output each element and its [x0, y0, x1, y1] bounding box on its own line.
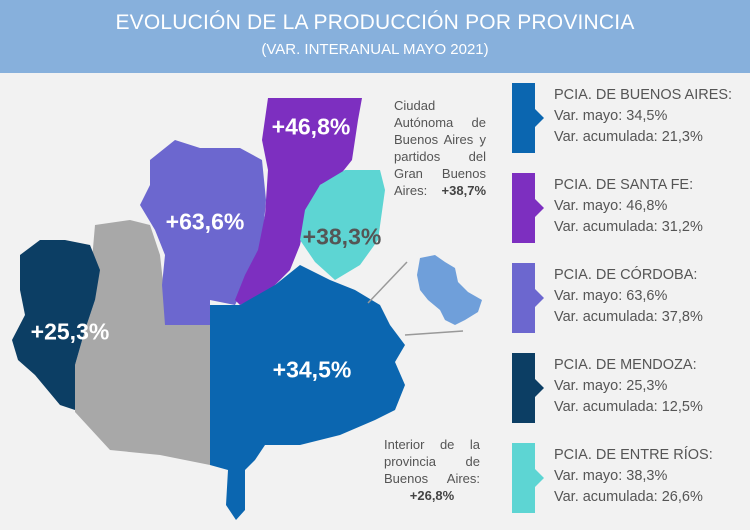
- note-interior: Interior de la provincia de Buenos Aires…: [384, 436, 480, 504]
- inset-caba-gba: [417, 255, 482, 325]
- legend-var-mayo: Var. mayo: 25,3%: [554, 378, 668, 394]
- legend-color-bar: [512, 83, 544, 153]
- header-banner: EVOLUCIÓN DE LA PRODUCCIÓN POR PROVINCIA…: [0, 0, 750, 73]
- legend-item: PCIA. DE CÓRDOBA: Var. mayo: 63,6% Var. …: [512, 263, 747, 333]
- legend-text: PCIA. DE CÓRDOBA: Var. mayo: 63,6% Var. …: [554, 265, 703, 328]
- legend-item: PCIA. DE MENDOZA: Var. mayo: 25,3% Var. …: [512, 353, 747, 423]
- legend-province-name: PCIA. DE SANTA FE:: [554, 177, 694, 193]
- note-caba-text: Ciudad Autónoma de Buenos Aires y partid…: [394, 98, 486, 198]
- legend-province-name: PCIA. DE BUENOS AIRES:: [554, 87, 733, 103]
- legend-color-bar: [512, 263, 544, 333]
- region-mendoza: [12, 240, 100, 410]
- legend-var-mayo: Var. mayo: 63,6%: [554, 288, 668, 304]
- legend-text: PCIA. DE ENTRE RÍOS: Var. mayo: 38,3% Va…: [554, 445, 713, 508]
- legend-province-name: PCIA. DE CÓRDOBA:: [554, 267, 698, 283]
- label-mendoza: +25,3%: [30, 318, 110, 345]
- legend-color-bar: [512, 173, 544, 243]
- note-caba: Ciudad Autónoma de Buenos Aires y partid…: [394, 97, 486, 199]
- legend-var-acumulada: Var. acumulada: 12,5%: [554, 399, 703, 415]
- note-interior-value: +26,8%: [409, 488, 455, 503]
- legend-var-mayo: Var. mayo: 46,8%: [554, 198, 668, 214]
- legend-province-name: PCIA. DE MENDOZA:: [554, 357, 697, 373]
- page-title: EVOLUCIÓN DE LA PRODUCCIÓN POR PROVINCIA: [115, 11, 635, 34]
- legend-var-acumulada: Var. acumulada: 31,2%: [554, 219, 703, 235]
- inset-connector-line: [404, 330, 464, 336]
- label-cordoba: +63,6%: [165, 208, 245, 235]
- legend-var-acumulada: Var. acumulada: 21,3%: [554, 129, 703, 145]
- legend-var-mayo: Var. mayo: 38,3%: [554, 468, 668, 484]
- legend-var-mayo: Var. mayo: 34,5%: [554, 108, 668, 124]
- label-santa-fe: +46,8%: [271, 113, 351, 140]
- legend-item: PCIA. DE ENTRE RÍOS: Var. mayo: 38,3% Va…: [512, 443, 747, 513]
- region-cordoba: [140, 140, 266, 325]
- legend-text: PCIA. DE SANTA FE: Var. mayo: 46,8% Var.…: [554, 175, 703, 238]
- legend-color-bar: [512, 353, 544, 423]
- region-san-luis-la-pampa: [75, 220, 210, 465]
- legend-province-name: PCIA. DE ENTRE RÍOS:: [554, 447, 713, 463]
- legend-item: PCIA. DE BUENOS AIRES: Var. mayo: 34,5% …: [512, 83, 747, 153]
- note-caba-value: +38,7%: [441, 183, 486, 198]
- label-buenos-aires: +34,5%: [272, 356, 352, 383]
- inset-connector-line: [367, 261, 408, 304]
- legend-text: PCIA. DE MENDOZA: Var. mayo: 25,3% Var. …: [554, 355, 703, 418]
- page-subtitle: (VAR. INTERANUAL MAYO 2021): [261, 41, 489, 58]
- legend-item: PCIA. DE SANTA FE: Var. mayo: 46,8% Var.…: [512, 173, 747, 243]
- legend-text: PCIA. DE BUENOS AIRES: Var. mayo: 34,5% …: [554, 85, 732, 148]
- legend-var-acumulada: Var. acumulada: 37,8%: [554, 309, 703, 325]
- legend-color-bar: [512, 443, 544, 513]
- note-interior-text: Interior de la provincia de Buenos Aires…: [384, 437, 480, 486]
- label-entre-rios: +38,3%: [302, 223, 382, 250]
- region-santa-fe: [235, 98, 362, 305]
- legend-var-acumulada: Var. acumulada: 26,6%: [554, 489, 703, 505]
- region-buenos-aires: [210, 265, 405, 520]
- region-entre-rios: [300, 170, 385, 280]
